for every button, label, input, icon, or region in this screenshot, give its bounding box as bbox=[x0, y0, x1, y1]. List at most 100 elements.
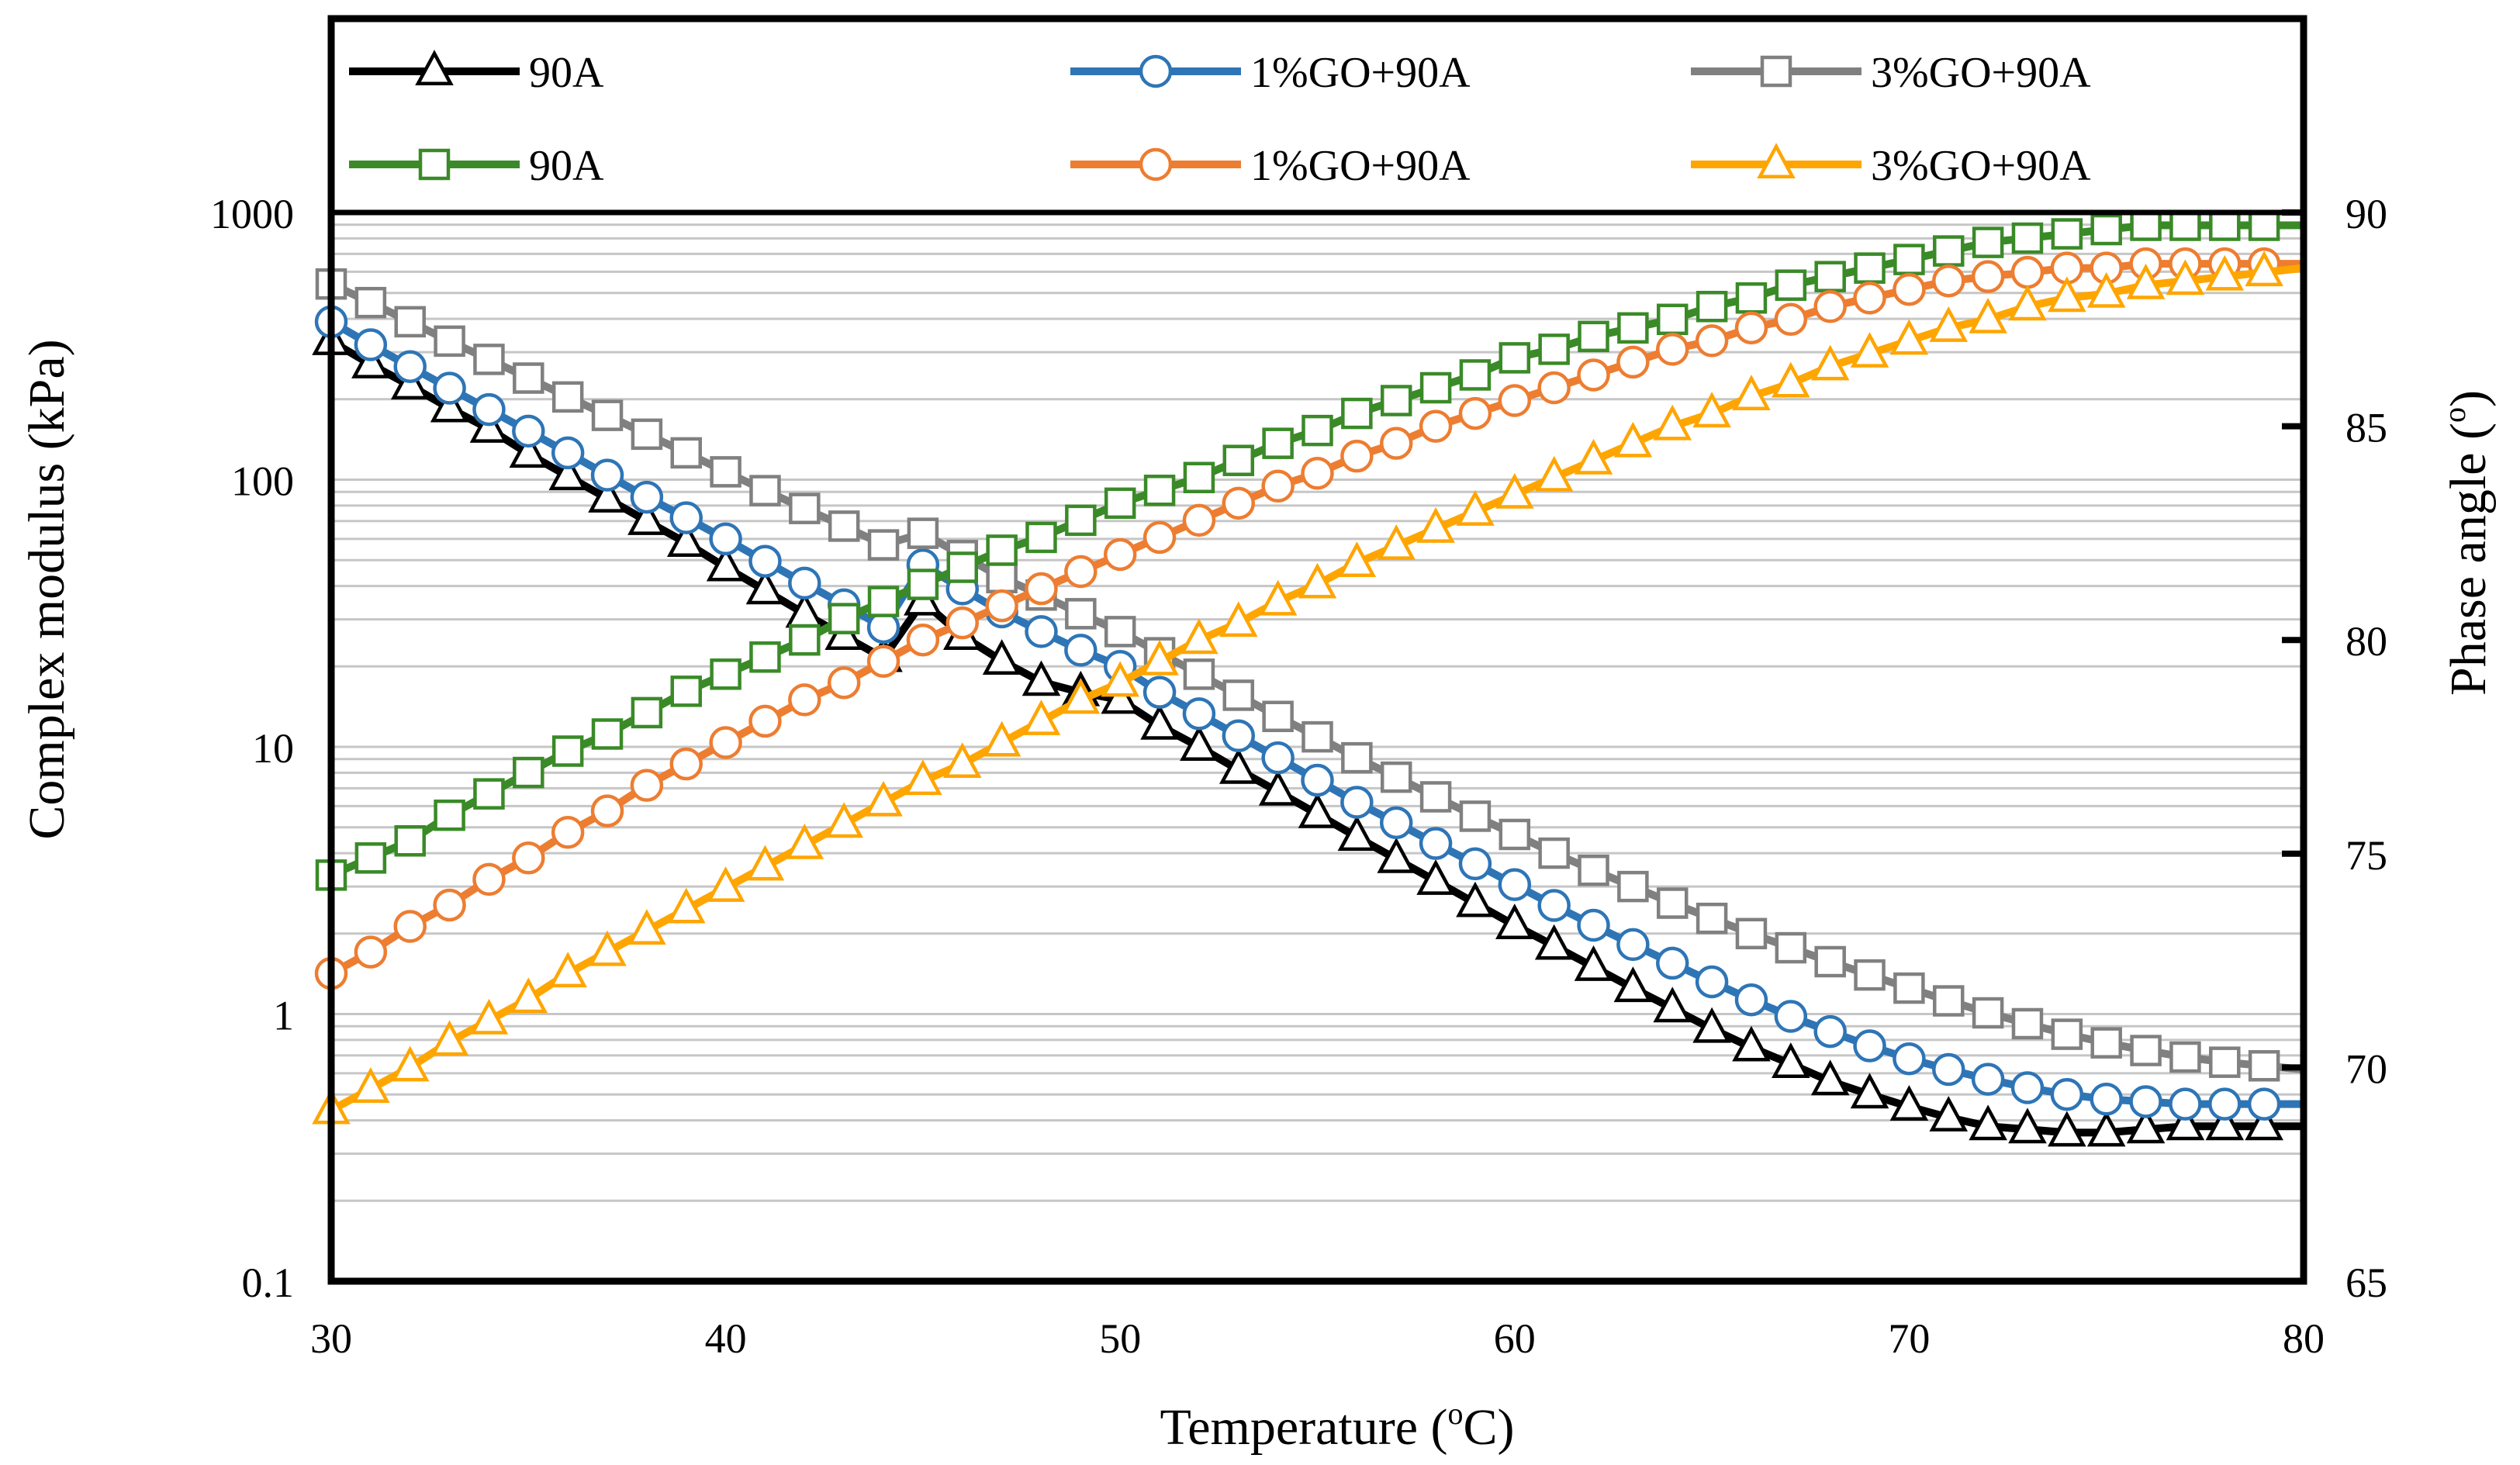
point-marker bbox=[1258, 769, 1298, 806]
point-marker bbox=[1577, 908, 1610, 942]
point-marker bbox=[1180, 618, 1219, 655]
point-marker bbox=[1377, 524, 1416, 560]
point-marker bbox=[2048, 276, 2086, 313]
point-marker bbox=[1064, 634, 1098, 667]
y-axis-left-title: Complex modulus (kPa) bbox=[19, 339, 75, 839]
point-marker bbox=[630, 769, 664, 802]
point-marker bbox=[1534, 924, 1574, 960]
point-marker bbox=[1696, 902, 1728, 935]
point-marker bbox=[1301, 720, 1333, 753]
point-marker bbox=[867, 586, 900, 617]
point-marker bbox=[1025, 572, 1058, 606]
point-marker bbox=[1735, 917, 1768, 950]
x-tick-label: 30 bbox=[310, 1315, 352, 1362]
legend-item: 3%GO+90A bbox=[1691, 49, 2091, 97]
point-marker bbox=[1616, 345, 1650, 379]
point-marker bbox=[745, 845, 785, 881]
point-marker bbox=[1419, 827, 1453, 860]
point-marker bbox=[590, 794, 624, 828]
point-marker bbox=[1932, 264, 1965, 298]
point-marker bbox=[2245, 1104, 2283, 1141]
point-marker bbox=[2248, 1050, 2280, 1082]
point-marker bbox=[1617, 312, 1649, 344]
point-marker bbox=[1893, 272, 1926, 306]
point-marker bbox=[1893, 1042, 1926, 1076]
point-marker bbox=[1219, 601, 1258, 637]
point-marker bbox=[2090, 1083, 2123, 1116]
x-axis-title: Temperature (oC) bbox=[1160, 1396, 1515, 1456]
point-marker bbox=[945, 606, 980, 640]
point-marker bbox=[1616, 928, 1650, 962]
point-marker bbox=[627, 909, 666, 945]
point-marker bbox=[1337, 815, 1377, 852]
point-marker bbox=[1065, 598, 1097, 630]
point-marker bbox=[788, 683, 821, 717]
point-marker bbox=[1419, 371, 1452, 404]
point-marker bbox=[1933, 985, 1965, 1017]
point-marker bbox=[907, 568, 939, 600]
point-marker bbox=[393, 910, 427, 943]
point-marker bbox=[1732, 1025, 1771, 1062]
point-marker bbox=[513, 756, 544, 789]
point-marker bbox=[1932, 1052, 1965, 1087]
point-marker bbox=[390, 1045, 430, 1082]
point-marker bbox=[2245, 251, 2283, 287]
plot-frame bbox=[327, 15, 2307, 1285]
point-marker bbox=[1341, 741, 1373, 774]
point-marker bbox=[1495, 472, 1534, 509]
point-marker bbox=[1969, 1104, 2007, 1141]
point-marker bbox=[1340, 786, 1374, 819]
point-marker bbox=[669, 747, 703, 781]
point-marker bbox=[588, 930, 627, 966]
legend-item: 3%GO+90A bbox=[1691, 142, 2091, 190]
point-marker bbox=[1653, 986, 1692, 1023]
point-marker bbox=[1574, 438, 1613, 475]
point-marker bbox=[1261, 741, 1295, 775]
point-marker bbox=[1301, 456, 1334, 490]
point-marker bbox=[351, 1067, 390, 1103]
outer-frame bbox=[327, 15, 2307, 1285]
point-marker bbox=[1222, 486, 1256, 520]
y-right-tick-label: 70 bbox=[2345, 1045, 2387, 1092]
point-marker bbox=[548, 454, 587, 491]
series-3 bbox=[315, 209, 2304, 891]
point-marker bbox=[1104, 487, 1136, 520]
legend-label: 3%GO+90A bbox=[1871, 49, 2091, 97]
series-layer bbox=[312, 209, 2304, 1147]
point-marker bbox=[1810, 1059, 1850, 1096]
point-marker bbox=[2205, 1104, 2245, 1141]
point-marker bbox=[1025, 521, 1057, 554]
point-marker bbox=[1379, 806, 1413, 840]
point-marker bbox=[982, 720, 1021, 757]
point-marker bbox=[513, 362, 544, 394]
point-marker bbox=[2130, 209, 2162, 241]
point-marker bbox=[1613, 421, 1653, 458]
point-marker bbox=[1222, 719, 1256, 752]
point-marker bbox=[469, 998, 509, 1035]
point-marker bbox=[551, 436, 585, 470]
tick-labels: 30 40 50 60 70 80 0.1 1 10 100 1000 65 70 75 80 85 90 bbox=[210, 191, 2387, 1362]
point-marker bbox=[986, 561, 1018, 594]
point-marker bbox=[906, 623, 940, 657]
point-marker bbox=[1734, 983, 1768, 1017]
legend-item: 1%GO+90A bbox=[1070, 49, 1471, 97]
point-marker bbox=[2126, 263, 2166, 299]
point-marker bbox=[418, 148, 451, 181]
point-marker bbox=[1814, 945, 1846, 978]
point-marker bbox=[548, 952, 587, 988]
point-marker bbox=[1889, 1085, 1929, 1121]
x-tick-label: 80 bbox=[2283, 1315, 2325, 1362]
point-marker bbox=[2248, 209, 2280, 241]
point-marker bbox=[1140, 639, 1179, 675]
point-marker bbox=[2010, 255, 2045, 289]
point-marker bbox=[1261, 469, 1295, 503]
point-marker bbox=[1183, 461, 1215, 493]
point-marker bbox=[2169, 1041, 2201, 1073]
point-marker bbox=[1298, 562, 1337, 599]
legend-label: 1%GO+90A bbox=[1250, 49, 1471, 97]
point-marker bbox=[1182, 503, 1216, 537]
point-marker bbox=[824, 802, 863, 838]
point-marker bbox=[1850, 332, 1889, 368]
point-marker bbox=[709, 726, 742, 759]
point-marker bbox=[1695, 965, 1729, 999]
